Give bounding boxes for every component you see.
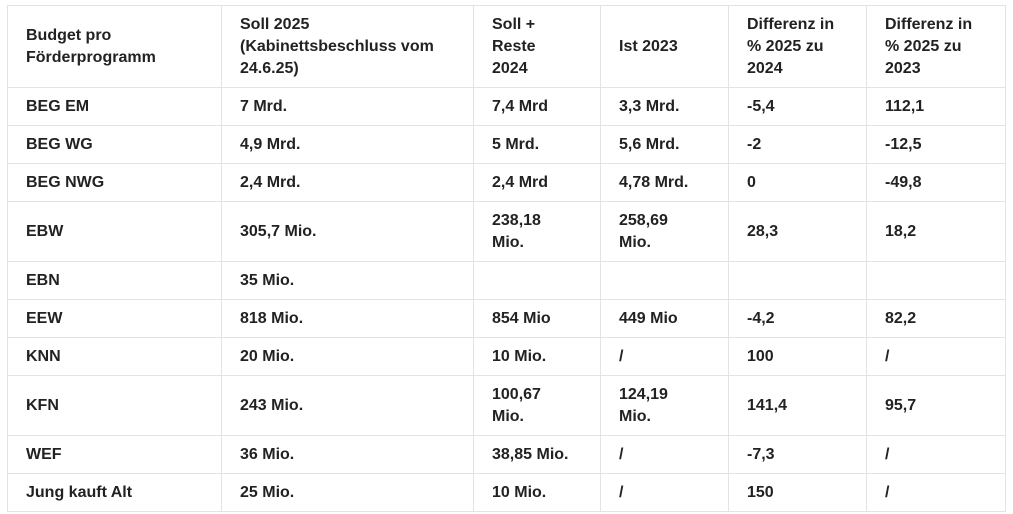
row-label-cell: EEW: [7, 299, 222, 338]
soll-reste-2024-cell: 10 Mio.: [473, 337, 601, 376]
diff-2025-2024-cell: 100: [728, 337, 867, 376]
soll-reste-2024-cell: 38,85 Mio.: [473, 435, 601, 474]
row-label-cell: KNN: [7, 337, 222, 376]
table-row: EBN 35 Mio.: [7, 261, 1006, 300]
ist-2023-cell: [600, 261, 729, 300]
diff-2025-2023-cell: 95,7: [866, 375, 1006, 436]
header-diff-2025-2023: Differenz in % 2025 zu 2023: [866, 5, 1006, 88]
row-label-cell: BEG NWG: [7, 163, 222, 202]
diff-2025-2023-cell: 18,2: [866, 201, 1006, 262]
ist-2023-cell: /: [600, 435, 729, 474]
soll-reste-2024-cell: 2,4 Mrd: [473, 163, 601, 202]
table-header: Budget pro Förderprogramm Soll 2025 (Kab…: [7, 5, 1006, 88]
table-row: EEW 818 Mio. 854 Mio 449 Mio -4,2 82,2: [7, 299, 1006, 338]
header-diff-2025-2024: Differenz in % 2025 zu 2024: [728, 5, 867, 88]
ist-2023-cell: /: [600, 337, 729, 376]
soll-reste-2024-cell: [473, 261, 601, 300]
diff-2025-2023-cell: -49,8: [866, 163, 1006, 202]
ist-2023-cell: /: [600, 473, 729, 512]
soll-2025-cell: 35 Mio.: [221, 261, 474, 300]
ist-2023-cell: 4,78 Mrd.: [600, 163, 729, 202]
diff-2025-2023-cell: 112,1: [866, 87, 1006, 126]
row-label-cell: Jung kauft Alt: [7, 473, 222, 512]
ist-2023-cell: 3,3 Mrd.: [600, 87, 729, 126]
soll-2025-cell: 818 Mio.: [221, 299, 474, 338]
header-soll-reste-2024: Soll + Reste 2024: [473, 5, 601, 88]
table-row: BEG WG 4,9 Mrd. 5 Mrd. 5,6 Mrd. -2 -12,5: [7, 125, 1006, 164]
table-body: BEG EM 7 Mrd. 7,4 Mrd 3,3 Mrd. -5,4 112,…: [7, 87, 1006, 512]
soll-2025-cell: 36 Mio.: [221, 435, 474, 474]
header-row: Budget pro Förderprogramm Soll 2025 (Kab…: [7, 5, 1006, 88]
row-label-cell: EBN: [7, 261, 222, 300]
soll-2025-cell: 243 Mio.: [221, 375, 474, 436]
soll-reste-2024-cell: 238,18 Mio.: [473, 201, 601, 262]
diff-2025-2024-cell: 0: [728, 163, 867, 202]
diff-2025-2024-cell: 28,3: [728, 201, 867, 262]
row-label-cell: EBW: [7, 201, 222, 262]
header-ist-2023: Ist 2023: [600, 5, 729, 88]
table-row: Jung kauft Alt 25 Mio. 10 Mio. / 150 /: [7, 473, 1006, 512]
soll-reste-2024-cell: 10 Mio.: [473, 473, 601, 512]
row-label-cell: BEG WG: [7, 125, 222, 164]
soll-2025-cell: 2,4 Mrd.: [221, 163, 474, 202]
budget-table: Budget pro Förderprogramm Soll 2025 (Kab…: [7, 5, 1006, 512]
diff-2025-2024-cell: 141,4: [728, 375, 867, 436]
diff-2025-2023-cell: [866, 261, 1006, 300]
diff-2025-2023-cell: /: [866, 435, 1006, 474]
table-row: BEG NWG 2,4 Mrd. 2,4 Mrd 4,78 Mrd. 0 -49…: [7, 163, 1006, 202]
diff-2025-2023-cell: /: [866, 337, 1006, 376]
row-label-cell: BEG EM: [7, 87, 222, 126]
soll-reste-2024-cell: 100,67 Mio.: [473, 375, 601, 436]
diff-2025-2023-cell: /: [866, 473, 1006, 512]
header-soll-2025: Soll 2025 (Kabinettsbeschluss vom 24.6.2…: [221, 5, 474, 88]
table-row: KNN 20 Mio. 10 Mio. / 100 /: [7, 337, 1006, 376]
diff-2025-2024-cell: -5,4: [728, 87, 867, 126]
table-row: EBW 305,7 Mio. 238,18 Mio. 258,69 Mio. 2…: [7, 201, 1006, 262]
header-budget-program: Budget pro Förderprogramm: [7, 5, 222, 88]
ist-2023-cell: 124,19 Mio.: [600, 375, 729, 436]
diff-2025-2023-cell: -12,5: [866, 125, 1006, 164]
row-label-cell: KFN: [7, 375, 222, 436]
diff-2025-2024-cell: -4,2: [728, 299, 867, 338]
soll-reste-2024-cell: 5 Mrd.: [473, 125, 601, 164]
soll-reste-2024-cell: 854 Mio: [473, 299, 601, 338]
soll-reste-2024-cell: 7,4 Mrd: [473, 87, 601, 126]
diff-2025-2023-cell: 82,2: [866, 299, 1006, 338]
table-row: WEF 36 Mio. 38,85 Mio. / -7,3 /: [7, 435, 1006, 474]
diff-2025-2024-cell: [728, 261, 867, 300]
diff-2025-2024-cell: 150: [728, 473, 867, 512]
budget-table-container: Budget pro Förderprogramm Soll 2025 (Kab…: [7, 5, 1006, 512]
soll-2025-cell: 20 Mio.: [221, 337, 474, 376]
table-row: BEG EM 7 Mrd. 7,4 Mrd 3,3 Mrd. -5,4 112,…: [7, 87, 1006, 126]
soll-2025-cell: 4,9 Mrd.: [221, 125, 474, 164]
soll-2025-cell: 305,7 Mio.: [221, 201, 474, 262]
table-row: KFN 243 Mio. 100,67 Mio. 124,19 Mio. 141…: [7, 375, 1006, 436]
soll-2025-cell: 7 Mrd.: [221, 87, 474, 126]
soll-2025-cell: 25 Mio.: [221, 473, 474, 512]
diff-2025-2024-cell: -2: [728, 125, 867, 164]
diff-2025-2024-cell: -7,3: [728, 435, 867, 474]
ist-2023-cell: 449 Mio: [600, 299, 729, 338]
ist-2023-cell: 5,6 Mrd.: [600, 125, 729, 164]
ist-2023-cell: 258,69 Mio.: [600, 201, 729, 262]
row-label-cell: WEF: [7, 435, 222, 474]
